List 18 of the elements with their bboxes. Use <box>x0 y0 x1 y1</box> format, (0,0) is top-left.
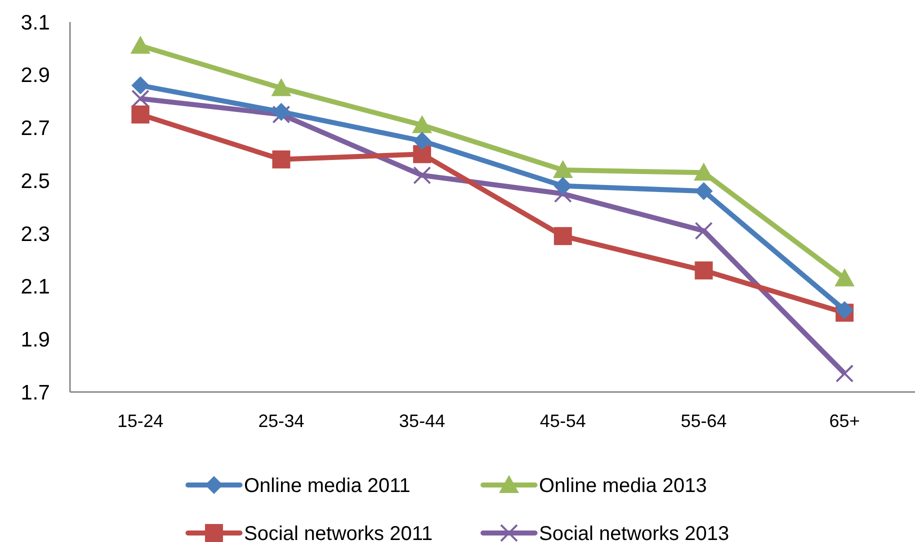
x-tick-label: 55-64 <box>680 411 727 431</box>
legend-label: Social networks 2011 <box>244 523 433 542</box>
legend-label: Social networks 2013 <box>539 523 730 542</box>
legend-label: Online media 2013 <box>539 475 707 497</box>
y-tick-label: 2.1 <box>20 276 50 299</box>
legend-label: Online media 2011 <box>244 475 410 497</box>
y-tick-label: 2.9 <box>20 64 50 88</box>
y-tick-label: 2.5 <box>20 170 50 193</box>
x-tick-label: 35-44 <box>399 411 446 431</box>
y-tick-label: 3.1 <box>20 11 50 34</box>
y-tick-label: 2.3 <box>20 222 50 246</box>
x-tick-label: 65+ <box>829 411 860 431</box>
x-tick-label: 25-34 <box>258 411 304 431</box>
x-tick-label: 15-24 <box>117 411 164 431</box>
y-tick-label: 2.7 <box>20 117 50 140</box>
y-tick-label: 1.9 <box>20 328 50 352</box>
y-tick-label: 1.7 <box>20 381 50 404</box>
x-tick-label: 45-54 <box>540 411 586 431</box>
